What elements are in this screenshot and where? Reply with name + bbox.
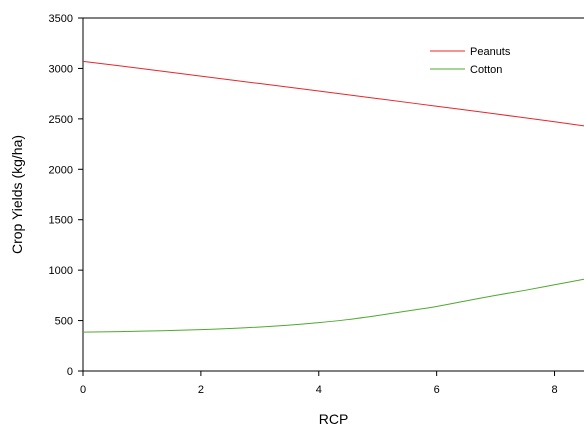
y-tick-label: 2500 [49, 114, 73, 126]
y-tick-label: 3500 [49, 13, 73, 25]
legend-label-cotton: Cotton [470, 64, 502, 76]
y-tick-label: 2000 [49, 164, 73, 176]
y-tick-label: 3000 [49, 63, 73, 75]
x-tick-label: 6 [434, 384, 440, 396]
axes: 0 500 1000 1500 2000 2500 3000 3500 0 2 4 6 8 [49, 13, 584, 396]
y-tick-label: 500 [55, 316, 73, 328]
y-tick-label: 1500 [49, 215, 73, 227]
x-tick-label: 0 [80, 384, 86, 396]
x-tick-label: 4 [316, 384, 322, 396]
plot-background [83, 18, 584, 371]
series-line-peanuts [82, 60, 584, 127]
y-tick-label: 0 [67, 366, 73, 378]
plot-area [83, 18, 584, 371]
series-layer [82, 60, 584, 333]
series-line-cotton [82, 278, 584, 333]
y-axis-title: Crop Yields (kg/ha) [9, 135, 25, 254]
legend-label-peanuts: Peanuts [470, 46, 511, 58]
y-tick-label: 1000 [49, 265, 73, 277]
x-tick-label: 8 [551, 384, 557, 396]
legend: Peanuts Cotton [430, 46, 511, 76]
x-axis-title: RCP [319, 411, 349, 427]
x-tick-label: 2 [198, 384, 204, 396]
